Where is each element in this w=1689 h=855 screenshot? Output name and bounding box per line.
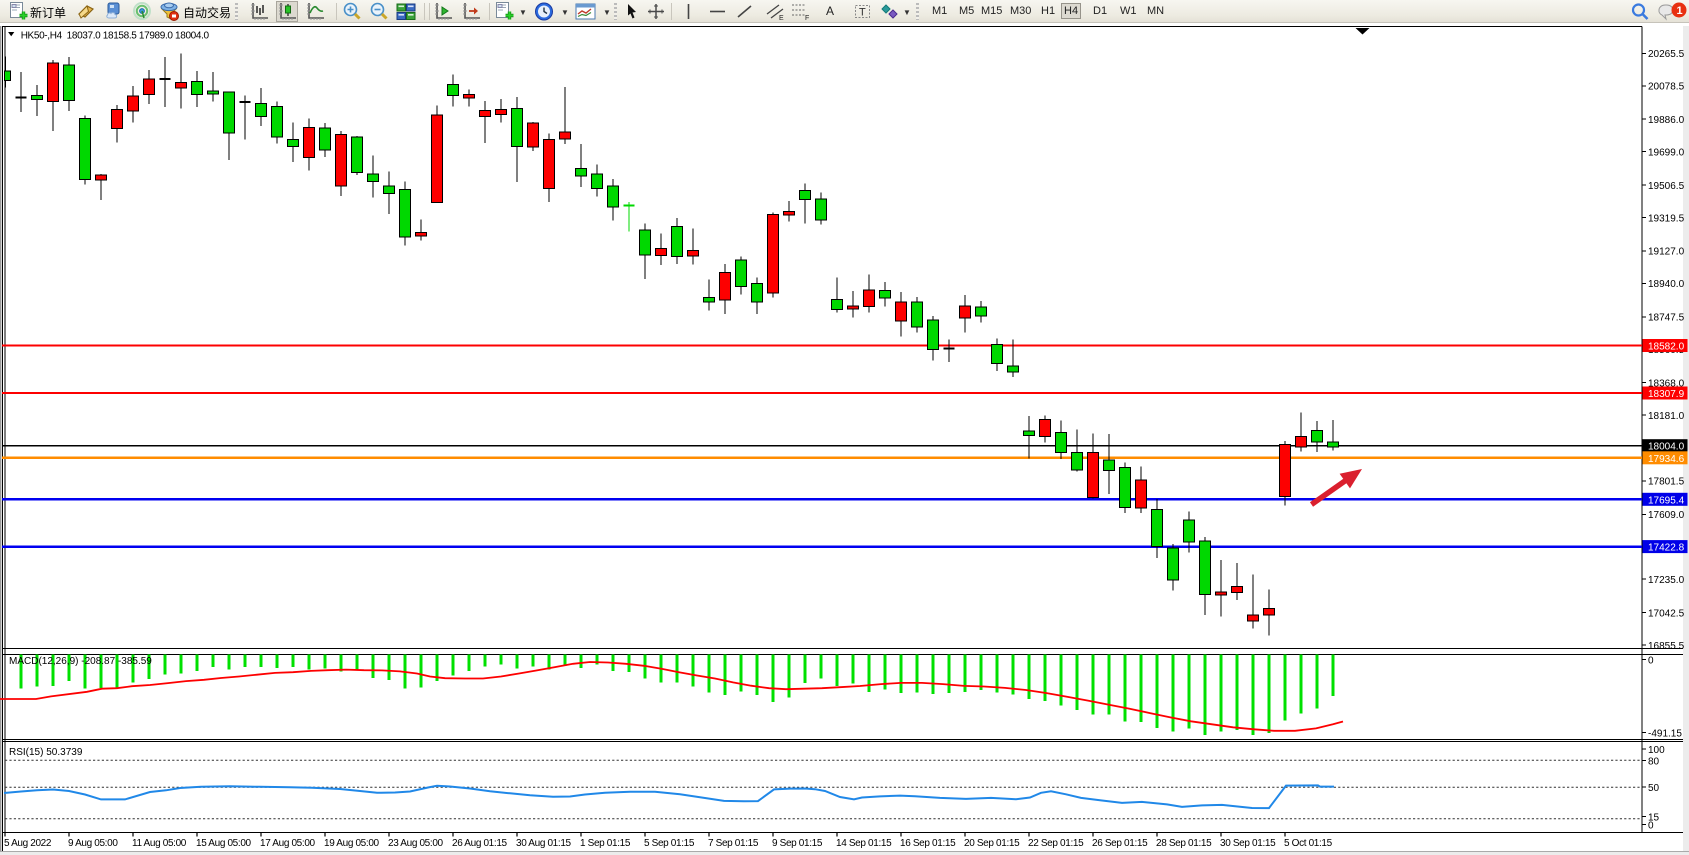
- svg-text:18940.0: 18940.0: [1648, 279, 1685, 290]
- svg-text:1 Sep 01:15: 1 Sep 01:15: [580, 838, 631, 849]
- svg-text:17801.5: 17801.5: [1648, 477, 1685, 488]
- svg-text:18582.0: 18582.0: [1648, 342, 1685, 353]
- svg-text:14 Sep 01:15: 14 Sep 01:15: [836, 838, 892, 849]
- svg-text:23 Aug 05:00: 23 Aug 05:00: [388, 838, 444, 849]
- svg-text:0: 0: [1648, 655, 1654, 666]
- svg-text:-491.15: -491.15: [1648, 728, 1682, 739]
- svg-text:16 Sep 01:15: 16 Sep 01:15: [900, 838, 956, 849]
- svg-text:5 Oct 01:15: 5 Oct 01:15: [1284, 838, 1333, 849]
- svg-text:20265.5: 20265.5: [1648, 49, 1685, 60]
- svg-text:1: 1: [1677, 5, 1683, 17]
- svg-text:16855.5: 16855.5: [1648, 641, 1685, 652]
- svg-text:7 Sep 01:15: 7 Sep 01:15: [708, 838, 759, 849]
- svg-text:0: 0: [1648, 820, 1654, 831]
- svg-text:17695.4: 17695.4: [1648, 495, 1685, 506]
- svg-text:F: F: [805, 15, 809, 21]
- svg-text:17609.0: 17609.0: [1648, 510, 1685, 521]
- svg-text:26 Aug 01:15: 26 Aug 01:15: [452, 838, 508, 849]
- svg-text:RSI(15) 50.3739: RSI(15) 50.3739: [9, 747, 83, 758]
- svg-text:17 Aug 05:00: 17 Aug 05:00: [260, 838, 316, 849]
- svg-text:HK50-,H4 18037.0 18158.5 1798: HK50-,H4 18037.0 18158.5 17989.0 18004.0: [21, 30, 210, 41]
- svg-text:18368.0: 18368.0: [1648, 378, 1685, 389]
- svg-text:28 Sep 01:15: 28 Sep 01:15: [1156, 838, 1212, 849]
- svg-text:18747.5: 18747.5: [1648, 313, 1685, 324]
- svg-text:19886.0: 19886.0: [1648, 115, 1685, 126]
- svg-text:T: T: [859, 7, 866, 19]
- svg-text:5 Sep 01:15: 5 Sep 01:15: [644, 838, 695, 849]
- svg-text:26 Sep 01:15: 26 Sep 01:15: [1092, 838, 1148, 849]
- svg-text:9 Aug 05:00: 9 Aug 05:00: [68, 838, 118, 849]
- svg-text:30 Sep 01:15: 30 Sep 01:15: [1220, 838, 1276, 849]
- svg-text:30 Aug 01:15: 30 Aug 01:15: [516, 838, 572, 849]
- svg-text:22 Sep 01:15: 22 Sep 01:15: [1028, 838, 1084, 849]
- svg-text:17042.5: 17042.5: [1648, 608, 1685, 619]
- svg-text:80: 80: [1648, 756, 1660, 767]
- svg-text:18181.0: 18181.0: [1648, 411, 1685, 422]
- svg-text:19506.5: 19506.5: [1648, 181, 1685, 192]
- svg-text:50: 50: [1648, 783, 1660, 794]
- svg-text:MACD(12,26,9) -208.87 -385.59: MACD(12,26,9) -208.87 -385.59: [9, 656, 152, 667]
- svg-text:19 Aug 05:00: 19 Aug 05:00: [324, 838, 380, 849]
- svg-text:100: 100: [1648, 745, 1665, 756]
- svg-text:17235.0: 17235.0: [1648, 575, 1685, 586]
- svg-text:20 Sep 01:15: 20 Sep 01:15: [964, 838, 1020, 849]
- svg-text:17422.8: 17422.8: [1648, 543, 1685, 554]
- svg-text:19127.0: 19127.0: [1648, 247, 1685, 258]
- svg-text:17934.6: 17934.6: [1648, 454, 1685, 465]
- svg-text:11 Aug 05:00: 11 Aug 05:00: [132, 838, 187, 849]
- svg-text:9 Sep 01:15: 9 Sep 01:15: [772, 838, 823, 849]
- svg-text:18004.0: 18004.0: [1648, 442, 1685, 453]
- svg-text:18307.9: 18307.9: [1648, 389, 1685, 400]
- svg-text:19319.5: 19319.5: [1648, 213, 1685, 224]
- svg-text:15: 15: [1648, 812, 1660, 823]
- svg-text:15 Aug 05:00: 15 Aug 05:00: [196, 838, 252, 849]
- svg-text:20078.5: 20078.5: [1648, 82, 1685, 93]
- svg-text:E: E: [779, 15, 784, 21]
- svg-text:5 Aug 2022: 5 Aug 2022: [4, 838, 52, 849]
- svg-text:19699.0: 19699.0: [1648, 148, 1685, 159]
